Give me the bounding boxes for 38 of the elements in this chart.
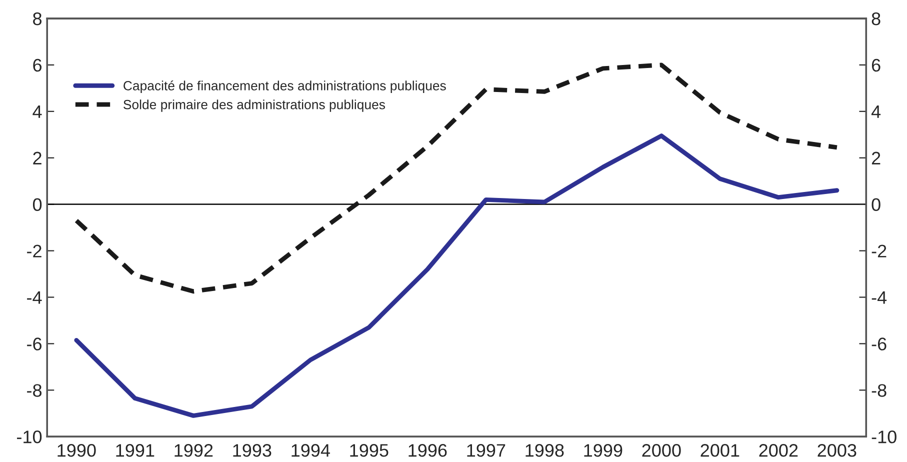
y-tick-label: -10 xyxy=(17,430,42,444)
x-tick-label: 1993 xyxy=(233,444,272,457)
x-tick-label: 2003 xyxy=(818,444,856,457)
x-tick-label: 1994 xyxy=(292,444,330,457)
y2-tick-label: -4 xyxy=(872,291,887,304)
y2-tick-label: 8 xyxy=(872,12,880,26)
y2-tick-label: -2 xyxy=(872,244,886,258)
line-series xyxy=(74,134,840,418)
y-tick-label: 2 xyxy=(33,152,42,164)
x-tick-label: 1990 xyxy=(58,444,96,457)
x-tick-label: 1996 xyxy=(408,444,447,457)
y-tick-label: -6 xyxy=(27,338,42,350)
y2-tick-label: 6 xyxy=(872,58,880,72)
x-tick-label: 2000 xyxy=(642,444,681,457)
x-tick-label: 1995 xyxy=(350,444,388,457)
y2-tick-label: 0 xyxy=(872,198,880,212)
y-tick-label: -4 xyxy=(27,291,42,304)
x-tick-label: 1991 xyxy=(116,444,154,457)
y-tick-label: 6 xyxy=(33,58,42,72)
y2-tick-label: -6 xyxy=(872,338,886,350)
y-tick-label: 4 xyxy=(32,106,42,118)
y-tick-label: 8 xyxy=(33,12,42,26)
y2-tick-label: -10 xyxy=(872,430,896,444)
legend-label: Capacité de financement des administrations publiques xyxy=(124,80,446,93)
x-tick-label: 1992 xyxy=(174,444,213,457)
x-tick-label: 1998 xyxy=(526,444,564,457)
y-tick-label: 0 xyxy=(32,198,42,212)
y-tick-label: -2 xyxy=(27,244,42,258)
y2-tick-label: 2 xyxy=(872,152,880,164)
x-tick-label: 2002 xyxy=(759,444,798,457)
x-tick-label: 1999 xyxy=(584,444,622,457)
legend-label: Solde primaire des administrations publiques xyxy=(124,100,386,112)
line-series xyxy=(74,62,840,294)
x-tick-label: 1997 xyxy=(467,444,506,457)
y2-tick-label: -8 xyxy=(872,384,886,397)
y2-tick-label: 4 xyxy=(871,106,881,118)
y-tick-label: -8 xyxy=(27,384,42,397)
x-tick-label: 2001 xyxy=(700,444,740,457)
